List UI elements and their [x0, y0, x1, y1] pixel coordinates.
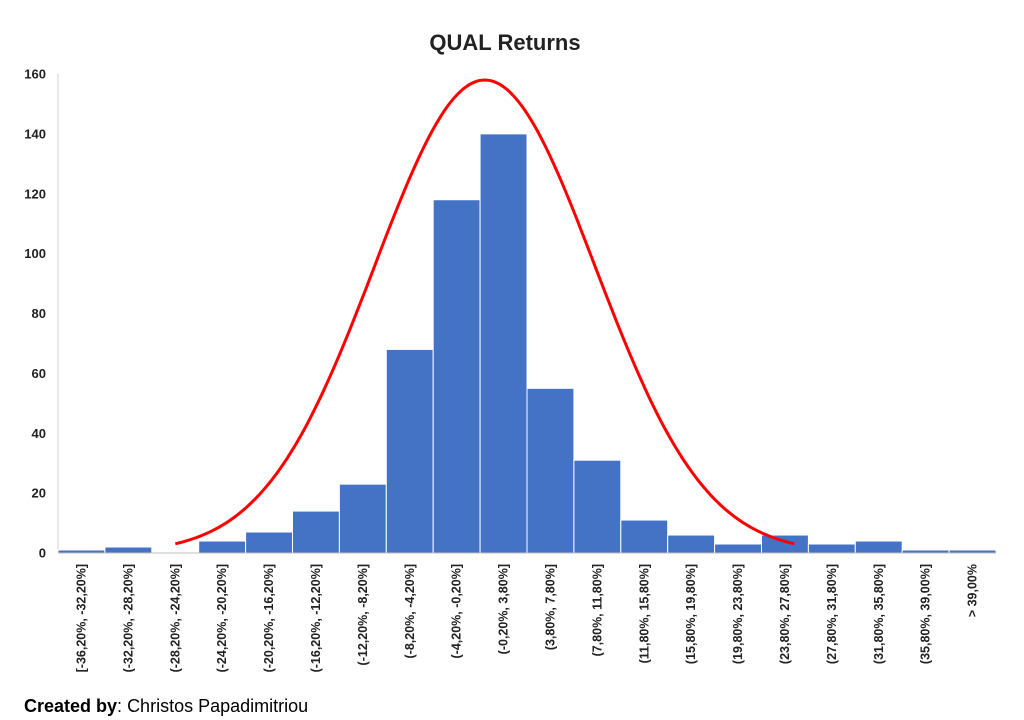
x-tick-label: (3,80%, 7,80%] [543, 564, 557, 650]
x-tick-label: (-12,20%, -8,20%] [356, 564, 370, 665]
y-tick-label: 160 [24, 67, 46, 82]
histogram-bar [667, 534, 716, 554]
x-tick-label: (-32,20%, -28,20%] [121, 564, 135, 672]
x-tick-label: (23,80%, 27,80%] [778, 564, 792, 664]
y-axis-tick-labels: 0 20 40 60 80 100 120 140 160 [24, 67, 46, 561]
credit-label: Created by [24, 696, 118, 716]
x-tick-label: [-36,20%, -32,20%] [74, 564, 88, 672]
x-tick-label: (19,80%, 23,80%] [731, 564, 745, 664]
x-tick-label: (-0,20%, 3,80%] [497, 564, 511, 654]
credit-separator: : [117, 696, 128, 716]
histogram-bar [245, 531, 294, 554]
x-tick-label: (-4,20%, -0,20%] [450, 564, 464, 658]
x-tick-label: (-8,20%, -4,20%] [403, 564, 417, 658]
credit-author: Christos Papadimitriou [127, 696, 309, 716]
y-tick-label: 60 [32, 366, 46, 381]
histogram-bar [807, 543, 856, 554]
x-tick-label: (11,80%, 15,80%] [637, 564, 651, 663]
histogram-bar [198, 540, 247, 554]
y-tick-label: 40 [32, 426, 46, 441]
y-tick-label: 120 [24, 186, 46, 201]
histogram-bar [104, 546, 153, 554]
x-tick-label: (-24,20%, -20,20%] [215, 564, 229, 672]
histogram-bar [479, 133, 528, 554]
x-tick-label: (-16,20%, -12,20%] [309, 564, 323, 672]
histogram-bar [573, 459, 622, 554]
normal-distribution-curve [174, 78, 795, 546]
x-axis-tick-labels: [-36,20%, -32,20%] (-32,20%, -28,20%] (-28… [74, 564, 979, 672]
chart-title: QUAL Returns [429, 30, 580, 55]
y-tick-label: 20 [32, 486, 46, 501]
y-tick-label: 0 [39, 546, 46, 561]
x-tick-label: (27,80%, 31,80%] [825, 564, 839, 664]
y-tick-label: 100 [24, 246, 46, 261]
y-tick-label: 80 [32, 306, 46, 321]
histogram-bar [338, 483, 387, 554]
x-tick-label: (7,80%, 11,80%] [590, 564, 604, 656]
x-tick-label: (35,80%, 39,00%] [919, 564, 933, 664]
histogram-bar [620, 519, 669, 554]
histogram-bar [854, 540, 903, 554]
y-tick-label: 140 [24, 126, 46, 141]
histogram-bar [761, 534, 809, 554]
histogram-bar [432, 199, 481, 554]
x-tick-label: (-20,20%, -16,20%] [262, 564, 276, 672]
histogram-bars [57, 133, 997, 554]
histogram-bar [385, 348, 434, 554]
credit-line: Created by: Christos Papadimitriou [24, 696, 308, 717]
histogram-bar [526, 387, 575, 554]
x-tick-label: > 39,00% [966, 564, 980, 617]
histogram-bar [292, 510, 340, 554]
histogram-bar [714, 543, 762, 554]
x-tick-label: (15,80%, 19,80%] [684, 564, 698, 664]
x-tick-label: (31,80%, 35,80%] [872, 564, 886, 664]
x-tick-label: (-28,20%, -24,20%] [168, 564, 182, 672]
